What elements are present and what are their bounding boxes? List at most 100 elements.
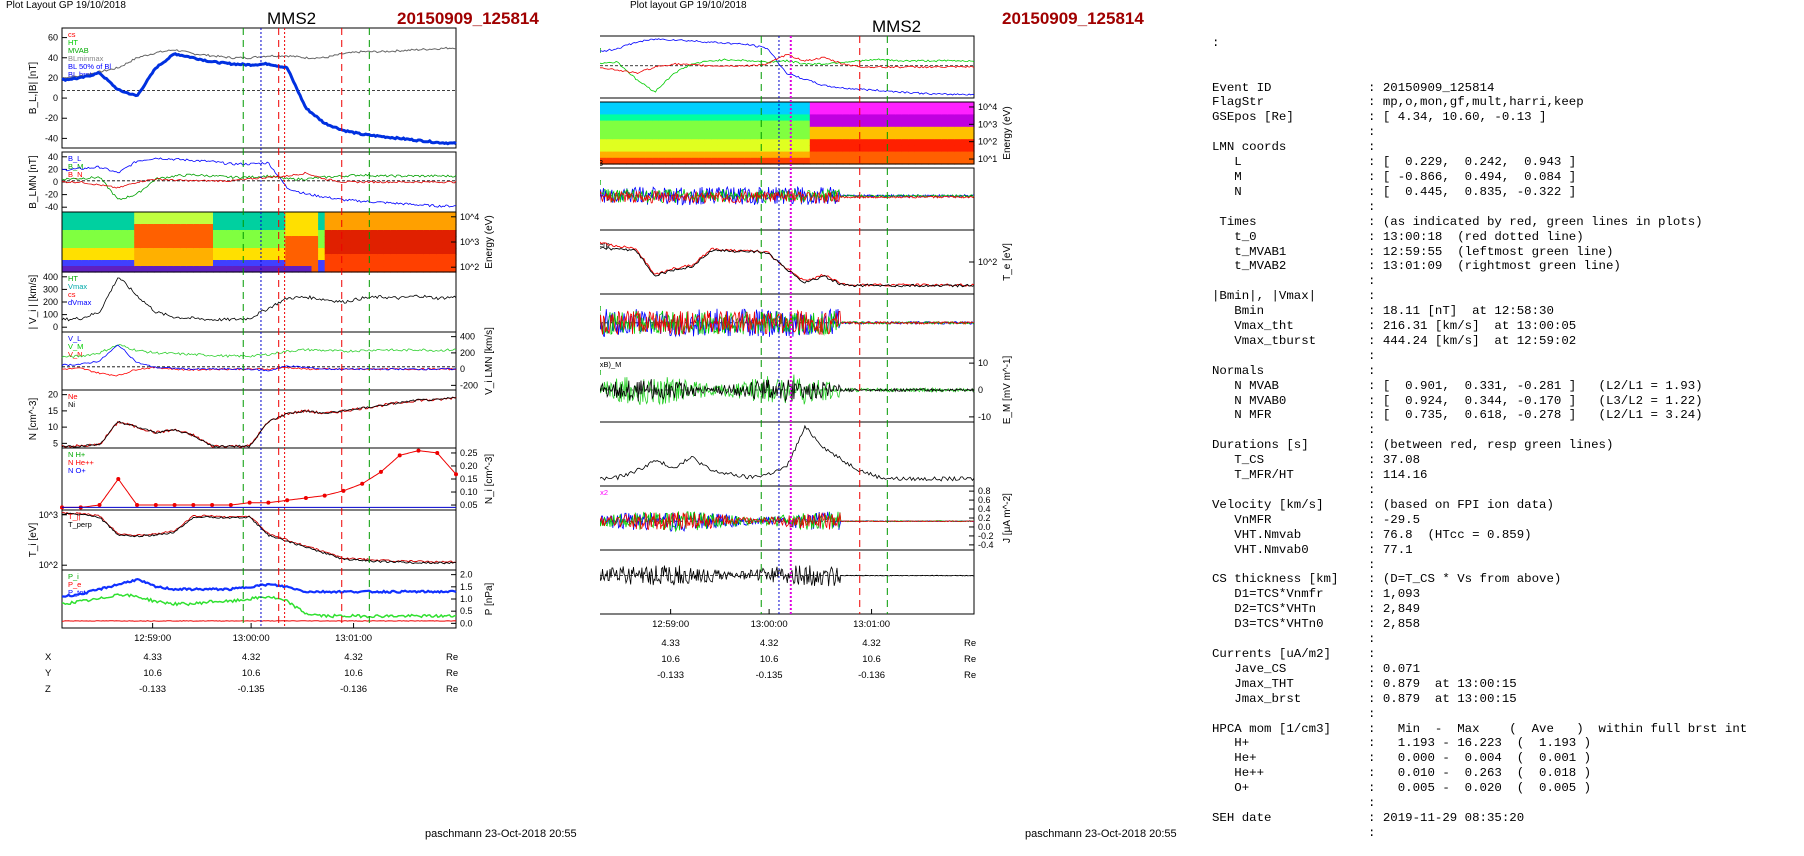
spectrogram-cell (404, 260, 411, 267)
spectrogram-cell (948, 108, 955, 115)
panel-frame (600, 422, 974, 486)
spectrogram-cell (266, 260, 273, 267)
y-tick-label-right: -200 (460, 380, 478, 390)
info-value: : 0.071 (1368, 662, 1420, 677)
spectrogram-cell (187, 230, 194, 237)
spectrogram-cell (685, 114, 692, 121)
spectrogram-cell (961, 133, 968, 140)
y-tick-label: -40 (45, 133, 58, 143)
spectrogram-cell (751, 108, 758, 115)
spectrogram-cell (358, 230, 365, 237)
spectrogram-cell (764, 139, 771, 146)
spectrogram-cell (889, 139, 896, 146)
info-row: Jmax_THT: 0.879 at 13:00:15 (1212, 677, 1792, 692)
y-tick-label: 60 (48, 33, 58, 43)
spectrogram-cell (895, 152, 902, 159)
spectrogram-cell (82, 224, 89, 231)
spectrogram-cell (711, 139, 718, 146)
spectrogram-cell (751, 114, 758, 121)
info-value: : 0.000 - 0.004 ( 0.001 ) (1368, 751, 1591, 766)
spectrogram-cell (62, 224, 69, 231)
spectrogram-cell (259, 242, 266, 249)
spectrogram-cell (193, 248, 200, 255)
spectrogram-cell (869, 133, 876, 140)
info-key (1212, 423, 1368, 438)
spectrogram-cell (692, 145, 699, 152)
spectrogram-cell (128, 224, 135, 231)
spectrogram-cell (318, 248, 325, 255)
spectrogram-cell (220, 242, 227, 249)
spectrogram-cell (187, 242, 194, 249)
spectrogram-cell (902, 133, 909, 140)
spectrogram-cell (213, 224, 220, 231)
BN-component (600, 54, 974, 73)
info-value: : (based on FPI ion data) (1368, 498, 1554, 513)
spectrogram-cell (803, 102, 810, 109)
spectrogram-cell (672, 127, 679, 134)
spectrogram-cell (318, 236, 325, 243)
spectrogram-cell (915, 152, 922, 159)
legend-entry: Jmax2 (600, 488, 608, 497)
spectrogram-cell (941, 121, 948, 128)
info-value: : (1368, 632, 1375, 647)
spectrogram-cell (305, 218, 312, 225)
spectrogram-cell (436, 224, 443, 231)
P-total-line (62, 579, 456, 597)
spectrogram-cell (141, 248, 148, 255)
info-key: VHT.Nmvab0 (1212, 543, 1368, 558)
spectrogram-cell (384, 236, 391, 243)
spectrogram-cell (869, 108, 876, 115)
y-tick-label: 15 (48, 406, 58, 416)
y-tick-label: -20 (45, 113, 58, 123)
spectrogram-cell (935, 139, 942, 146)
spectrogram-cell (915, 121, 922, 128)
orbit-value: 4.33 (143, 652, 162, 663)
spectrogram-cell (325, 260, 332, 267)
spectrogram-cell (895, 145, 902, 152)
info-row: VHT.Nmvab: 76.8 (HTcc = 0.859) (1212, 528, 1792, 543)
spectrogram-cell (207, 254, 214, 261)
spectrogram-cell (751, 133, 758, 140)
spectrogram-cell (652, 108, 659, 115)
spectrogram-cell (731, 127, 738, 134)
spectrogram-cell (384, 242, 391, 249)
spectrogram-cell (207, 212, 214, 219)
spectrogram-cell (738, 102, 745, 109)
info-row: L: [ 0.229, 0.242, 0.943 ] (1212, 155, 1792, 170)
spectrogram-cell (613, 145, 620, 152)
spectrogram-cell (325, 218, 332, 225)
spectrogram-cell (417, 242, 424, 249)
spectrogram-cell (266, 248, 273, 255)
info-value: : (1368, 826, 1375, 841)
spectrogram-cell (423, 236, 430, 243)
spectrogram-cell (803, 114, 810, 121)
spectrogram-cell (312, 242, 319, 249)
spectrogram-cell (685, 127, 692, 134)
info-value: : 13:01:09 (rightmost green line) (1368, 259, 1621, 274)
spectrogram-cell (430, 212, 437, 219)
spectrogram-cell (141, 230, 148, 237)
info-value: : (as indicated by red, green lines in p… (1368, 215, 1703, 230)
spectrogram-cell (876, 145, 883, 152)
spectrogram-cell (751, 152, 758, 159)
spectrogram-cell (390, 236, 397, 243)
spectrogram-cell (115, 260, 122, 267)
spectrogram-cell (935, 133, 942, 140)
spectrogram-cell (430, 218, 437, 225)
orbit-value: 4.32 (760, 638, 779, 649)
spectrogram-cell (639, 127, 646, 134)
spectrogram-cell (318, 230, 325, 237)
spectrogram-cell (121, 218, 128, 225)
spectrogram-cell (220, 230, 227, 237)
info-row: t_MVAB1: 12:59:55 (leftmost green line) (1212, 245, 1792, 260)
spectrogram-cell (685, 121, 692, 128)
spectrogram-cell (843, 108, 850, 115)
info-row: T_MFR/HT: 114.16 (1212, 468, 1792, 483)
spectrogram-cell (101, 242, 108, 249)
spectrogram-cell (384, 260, 391, 267)
spectrogram-cell (659, 152, 666, 159)
spectrogram-cell (233, 218, 240, 225)
info-key: N MVAB0 (1212, 394, 1368, 409)
info-row: T_CS: 37.08 (1212, 453, 1792, 468)
spectrogram-cell (417, 260, 424, 267)
